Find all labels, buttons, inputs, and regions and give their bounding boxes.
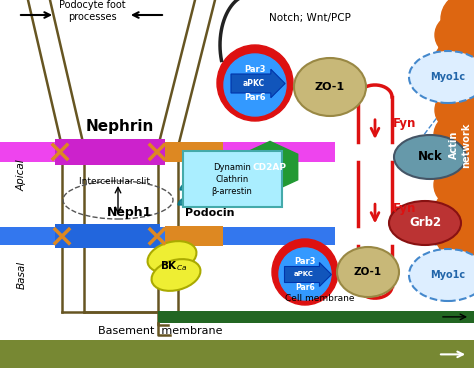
Text: Nck: Nck (418, 150, 442, 164)
Circle shape (440, 126, 474, 180)
Text: ZO-1: ZO-1 (315, 82, 345, 92)
FancyBboxPatch shape (284, 262, 331, 286)
Text: β-arrestin: β-arrestin (211, 188, 253, 196)
Polygon shape (242, 141, 298, 193)
FancyBboxPatch shape (231, 69, 285, 98)
Polygon shape (192, 182, 214, 190)
Ellipse shape (409, 51, 474, 103)
Text: Podocyte foot
processes: Podocyte foot processes (59, 0, 125, 22)
Text: Dynamin: Dynamin (213, 162, 251, 171)
Circle shape (435, 190, 474, 230)
Text: Par3: Par3 (294, 256, 316, 265)
FancyBboxPatch shape (165, 226, 223, 246)
FancyBboxPatch shape (55, 139, 165, 165)
FancyBboxPatch shape (0, 340, 474, 368)
Polygon shape (178, 197, 200, 205)
FancyBboxPatch shape (0, 227, 335, 245)
Text: aPKC: aPKC (243, 78, 265, 87)
Ellipse shape (152, 259, 201, 291)
Circle shape (435, 90, 474, 130)
FancyBboxPatch shape (165, 142, 223, 162)
Circle shape (442, 232, 474, 282)
Circle shape (435, 215, 474, 255)
Text: Grb2: Grb2 (409, 216, 441, 229)
Text: Intercellular slit: Intercellular slit (80, 177, 151, 186)
Polygon shape (195, 167, 217, 175)
Polygon shape (190, 152, 212, 160)
Polygon shape (190, 197, 212, 205)
Circle shape (440, 101, 474, 153)
Polygon shape (180, 182, 202, 190)
Text: Notch; Wnt/PCP: Notch; Wnt/PCP (269, 13, 351, 23)
FancyBboxPatch shape (183, 151, 282, 207)
Circle shape (436, 241, 474, 279)
Circle shape (272, 239, 338, 305)
Text: Clathrin: Clathrin (215, 174, 249, 183)
Polygon shape (178, 152, 200, 160)
Text: ZO-1: ZO-1 (354, 267, 382, 277)
Text: Apical: Apical (17, 159, 27, 191)
Circle shape (441, 0, 474, 45)
Text: Neph1: Neph1 (107, 206, 153, 219)
Circle shape (435, 140, 474, 180)
Text: Par6: Par6 (244, 93, 266, 102)
Text: Podocin: Podocin (185, 208, 235, 218)
Ellipse shape (389, 201, 461, 245)
Circle shape (435, 15, 474, 55)
Circle shape (440, 47, 474, 99)
Circle shape (434, 64, 474, 106)
Circle shape (439, 17, 474, 73)
Circle shape (224, 54, 286, 116)
Ellipse shape (409, 249, 474, 301)
FancyBboxPatch shape (0, 142, 335, 162)
Text: Nephrin: Nephrin (86, 119, 154, 134)
Circle shape (434, 114, 474, 156)
Text: Cell membrane: Cell membrane (285, 294, 355, 303)
Circle shape (440, 205, 474, 257)
Text: Myo1c: Myo1c (430, 72, 465, 82)
Text: Par3: Par3 (244, 64, 266, 74)
Ellipse shape (294, 58, 366, 116)
Ellipse shape (394, 135, 466, 179)
Circle shape (440, 153, 474, 205)
Text: BK$_{Ca}$: BK$_{Ca}$ (161, 259, 188, 273)
Text: Basal: Basal (17, 261, 27, 289)
Circle shape (217, 45, 293, 121)
Ellipse shape (147, 241, 196, 273)
Text: Fyn: Fyn (393, 117, 416, 130)
Text: aPKC: aPKC (294, 271, 314, 277)
Text: Actin
network: Actin network (449, 122, 471, 168)
Text: Par6: Par6 (295, 282, 315, 291)
Circle shape (440, 74, 474, 128)
FancyBboxPatch shape (55, 224, 160, 248)
Text: Basement  membrane: Basement membrane (98, 326, 222, 336)
Circle shape (434, 164, 474, 206)
Circle shape (435, 40, 474, 80)
Circle shape (440, 178, 474, 232)
Circle shape (279, 248, 331, 300)
Text: CD2AP: CD2AP (253, 162, 287, 171)
Ellipse shape (337, 247, 399, 297)
Text: Myo1c: Myo1c (430, 270, 465, 280)
FancyBboxPatch shape (158, 311, 474, 323)
Polygon shape (183, 167, 205, 175)
Text: Fyn: Fyn (393, 202, 416, 215)
